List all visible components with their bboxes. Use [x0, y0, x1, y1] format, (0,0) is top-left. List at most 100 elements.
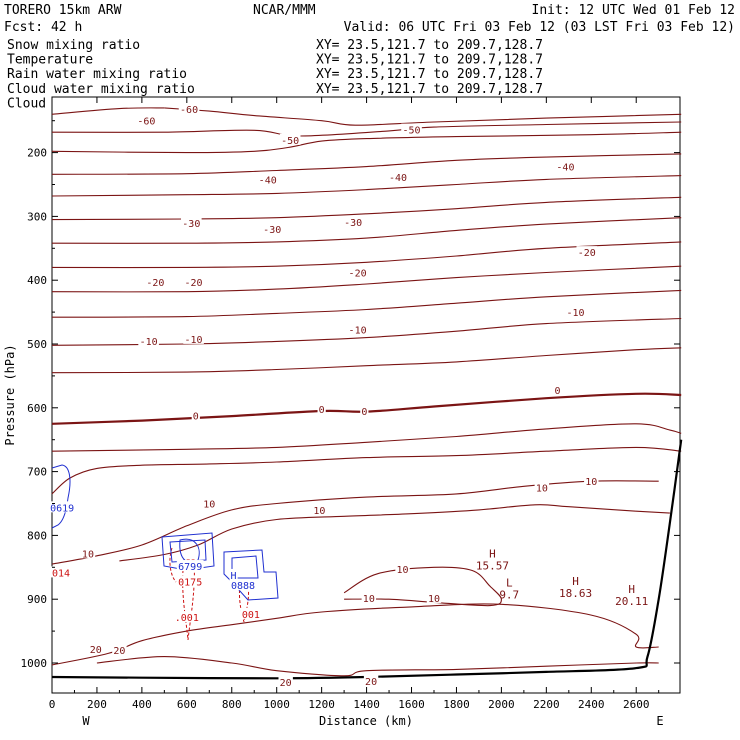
temperature-label-bg [138, 334, 159, 346]
temperature-label: 0 [361, 407, 367, 418]
y-tick-label: 800 [27, 529, 47, 542]
legend-xy-1: XY= 23.5,121.7 to 209.7,128.7 [316, 53, 543, 68]
temperature-label-bg [279, 133, 301, 145]
y-tick-label: 500 [27, 338, 47, 351]
x-axis-label: Distance (km) [319, 714, 413, 728]
temperature-label: 0 [555, 386, 561, 397]
temperature-contour--20-9 [51, 265, 682, 293]
temperature-label-bg [178, 103, 200, 115]
y-tick-label: 700 [27, 466, 47, 479]
temperature-label-bg [317, 403, 326, 415]
temperature-contour-0-12 [51, 347, 682, 374]
temperature-label: 20 [280, 678, 292, 689]
temperature-label-bg [565, 306, 586, 318]
temperature-contour--40-4 [51, 153, 682, 175]
temperature-label-bg [257, 173, 279, 185]
legend-field-3: Cloud water mixing ratio [7, 82, 195, 97]
temperature-label: -10 [567, 308, 585, 319]
legend-xy-3: XY= 23.5,121.7 to 209.7,128.7 [316, 82, 543, 97]
east-label: E [656, 714, 663, 728]
extremum-symbol: H [628, 583, 635, 596]
rain-label: 001 [242, 610, 260, 621]
temperature-labels: -60 -60 -50 -50 -40 -40 -40 -30 -30 -30 -20 -20 -20 -… [80, 103, 599, 689]
temperature-label-bg [584, 475, 599, 487]
x-tick-label: 1000 [263, 698, 290, 711]
cloud-label: H [231, 571, 237, 582]
temperature-label-bg [278, 676, 293, 688]
temperature-label-bg [112, 644, 127, 656]
temperature-label: 10 [397, 565, 409, 576]
temperature-label-bg [401, 123, 422, 135]
temperature-label-bg [181, 216, 202, 228]
cloud-label-bg [229, 579, 257, 591]
temperature-label: -20 [185, 278, 203, 289]
rain-labels: 014 0175 .001 001 [50, 566, 262, 624]
temperature-label-bg [426, 591, 442, 603]
extremum-value: 18.63 [559, 587, 592, 600]
temperature-label-bg [347, 266, 368, 278]
temperature-contour--10-10 [51, 289, 682, 318]
temperature-label: 10 [428, 594, 440, 605]
temperature-label-bg [534, 481, 550, 493]
temperature-label-bg [553, 383, 562, 395]
temperature-label: -10 [185, 335, 203, 346]
y-tick-label: 400 [27, 274, 47, 287]
temperature-label: -20 [578, 248, 596, 259]
x-tick-label: 1600 [398, 698, 425, 711]
temperature-label-bg [136, 114, 157, 126]
rain-contour-3 [169, 547, 177, 583]
temperature-label: -50 [281, 136, 299, 147]
temperature-label-bg [88, 642, 104, 654]
temperature-label-bg [145, 276, 166, 288]
temperature-label: 20 [365, 677, 377, 688]
temperature-label-bg [261, 223, 283, 235]
temperature-label: 20 [113, 646, 125, 657]
rain-label: 014 [52, 568, 70, 579]
temperature-label-bg [183, 276, 204, 288]
west-label: W [82, 714, 90, 728]
x-tick-label: 1800 [443, 698, 470, 711]
extremum-value: 20.11 [615, 595, 648, 608]
temperature-label: 10 [536, 484, 548, 495]
y-tick-label: 900 [27, 593, 47, 606]
cloud-contour-4 [179, 538, 200, 563]
temperature-label: -10 [140, 337, 158, 348]
rain-label-bg [176, 575, 204, 587]
extremum-symbol: H [489, 548, 496, 561]
cloud-label: 0888 [231, 581, 255, 592]
extremum-symbol: H [572, 575, 579, 588]
y-tick-label: 300 [27, 210, 47, 223]
x-tick-label: 800 [222, 698, 242, 711]
cloud-label: 0619 [50, 503, 74, 514]
x-tick-label: 2000 [488, 698, 515, 711]
cloud-label: 6799 [178, 562, 202, 573]
temperature-label-bg [312, 503, 327, 515]
cloud-label-bg [229, 568, 238, 580]
legend-xy-2: XY= 23.5,121.7 to 209.7,128.7 [316, 67, 543, 82]
x-tick-label: 400 [132, 698, 152, 711]
temperature-contour--50-2 [51, 121, 682, 137]
temperature-label: -40 [389, 173, 407, 184]
cloud-label-bg [48, 501, 76, 513]
extremum-value: 15.57 [476, 560, 509, 573]
temperature-label-bg [555, 160, 576, 172]
rain-label: .001 [175, 613, 199, 624]
temperature-label-bg [576, 246, 598, 258]
x-tick-label: 0 [49, 698, 56, 711]
rain-contour-2 [239, 584, 249, 623]
temperature-label: -10 [349, 325, 367, 336]
temperature-label-bg [183, 332, 204, 344]
temperature-contour-20-20 [96, 656, 659, 677]
x-tick-label: 1400 [353, 698, 380, 711]
y-axis-label: Pressure (hPa) [3, 344, 17, 445]
temperature-label: -30 [344, 218, 362, 229]
temperature-label: -30 [263, 225, 281, 236]
temperature-label: -60 [180, 105, 198, 116]
cloud-contour-1 [51, 464, 71, 529]
cloud-label-bg [176, 560, 204, 572]
temperature-label: -40 [259, 175, 277, 186]
